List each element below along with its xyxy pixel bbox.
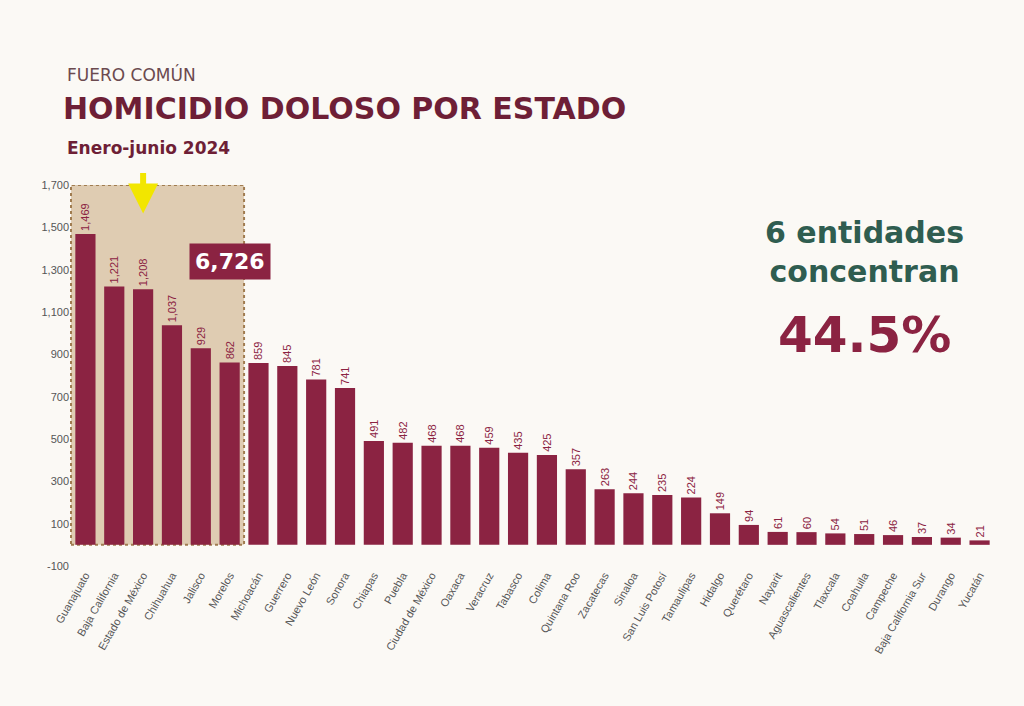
svg-text:Chihuahua: Chihuahua [141, 569, 178, 622]
svg-text:900: 900 [51, 348, 69, 360]
svg-text:Colima: Colima [526, 569, 554, 605]
svg-text:263: 263 [599, 468, 611, 486]
svg-text:Veracruz: Veracruz [464, 570, 496, 614]
svg-text:Ciudad de México: Ciudad de México [384, 570, 438, 652]
svg-text:51: 51 [858, 519, 870, 531]
svg-text:Chiapas: Chiapas [350, 570, 381, 611]
svg-text:Sonora: Sonora [323, 569, 352, 606]
svg-text:Coahuila: Coahuila [839, 569, 872, 613]
svg-text:1,300: 1,300 [41, 264, 69, 276]
svg-text:Estado de México: Estado de México [95, 570, 149, 652]
svg-text:425: 425 [541, 434, 553, 452]
svg-text:Zacatecas: Zacatecas [575, 570, 611, 620]
svg-text:Puebla: Puebla [382, 569, 410, 605]
svg-text:300: 300 [51, 475, 69, 487]
svg-text:1,700: 1,700 [41, 179, 69, 191]
svg-text:149: 149 [714, 492, 726, 510]
svg-text:500: 500 [51, 433, 69, 445]
svg-text:741: 741 [339, 367, 351, 385]
svg-text:491: 491 [368, 420, 380, 438]
svg-text:Oaxaca: Oaxaca [438, 569, 468, 609]
svg-text:-100: -100 [47, 560, 69, 572]
svg-text:61: 61 [772, 517, 784, 529]
svg-text:37: 37 [916, 522, 928, 534]
svg-text:235: 235 [656, 474, 668, 492]
svg-text:FUERO COMÚN: FUERO COMÚN [67, 64, 196, 85]
svg-text:459: 459 [483, 426, 495, 444]
svg-text:6,726: 6,726 [195, 249, 265, 274]
svg-text:1,469: 1,469 [79, 203, 91, 231]
svg-text:700: 700 [51, 391, 69, 403]
svg-text:Enero-junio 2024: Enero-junio 2024 [67, 138, 230, 158]
svg-text:845: 845 [281, 345, 293, 363]
svg-text:Tamaulipas: Tamaulipas [659, 570, 697, 625]
svg-text:1,500: 1,500 [41, 221, 69, 233]
svg-text:Querétaro: Querétaro [720, 570, 755, 619]
svg-text:224: 224 [685, 476, 697, 494]
svg-text:Baja California: Baja California [75, 569, 122, 638]
svg-text:Yucatán: Yucatán [956, 570, 986, 610]
svg-text:Durango: Durango [926, 570, 957, 613]
svg-text:60: 60 [801, 517, 813, 529]
svg-text:Aguascalientes: Aguascalientes [765, 570, 813, 641]
svg-text:1,221: 1,221 [108, 256, 120, 284]
svg-text:46: 46 [887, 520, 899, 532]
svg-text:Michoacán: Michoacán [228, 570, 265, 622]
svg-text:6 entidadesconcentran: 6 entidadesconcentran [765, 215, 964, 289]
svg-text:1,208: 1,208 [137, 259, 149, 287]
svg-text:244: 244 [627, 472, 639, 490]
svg-text:44.5%: 44.5% [778, 306, 951, 364]
svg-text:San Luis Potosí: San Luis Potosí [620, 570, 669, 643]
svg-text:862: 862 [224, 341, 236, 359]
svg-text:357: 357 [570, 448, 582, 466]
svg-text:1,100: 1,100 [41, 306, 69, 318]
svg-text:Hidalgo: Hidalgo [697, 570, 726, 608]
svg-text:54: 54 [829, 518, 841, 530]
svg-text:435: 435 [512, 431, 524, 449]
svg-text:468: 468 [454, 424, 466, 442]
svg-text:1,037: 1,037 [166, 295, 178, 323]
svg-text:482: 482 [397, 421, 409, 439]
svg-text:HOMICIDIO DOLOSO POR ESTADO: HOMICIDIO DOLOSO POR ESTADO [63, 91, 626, 126]
svg-text:Baja California Sur: Baja California Sur [872, 570, 928, 656]
svg-text:Tabasco: Tabasco [494, 570, 525, 611]
svg-text:Morelos: Morelos [206, 570, 236, 610]
svg-text:34: 34 [945, 522, 957, 534]
svg-text:21: 21 [974, 525, 986, 537]
svg-text:468: 468 [426, 424, 438, 442]
svg-text:781: 781 [310, 358, 322, 376]
svg-text:Nayarit: Nayarit [756, 570, 784, 606]
svg-text:Sinaloa: Sinaloa [611, 569, 640, 608]
svg-text:94: 94 [743, 510, 755, 522]
svg-text:929: 929 [195, 327, 207, 345]
svg-text:Tlaxcala: Tlaxcala [811, 569, 842, 611]
svg-text:Nuevo León: Nuevo León [283, 570, 323, 627]
svg-text:Guanajuato: Guanajuato [53, 570, 92, 625]
svg-text:Campeche: Campeche [863, 570, 900, 622]
svg-text:859: 859 [252, 342, 264, 360]
svg-text:Quintana Roo: Quintana Roo [538, 570, 582, 635]
svg-text:Guerrero: Guerrero [261, 570, 293, 614]
svg-text:Jalisco: Jalisco [180, 570, 207, 605]
svg-text:100: 100 [51, 518, 69, 530]
